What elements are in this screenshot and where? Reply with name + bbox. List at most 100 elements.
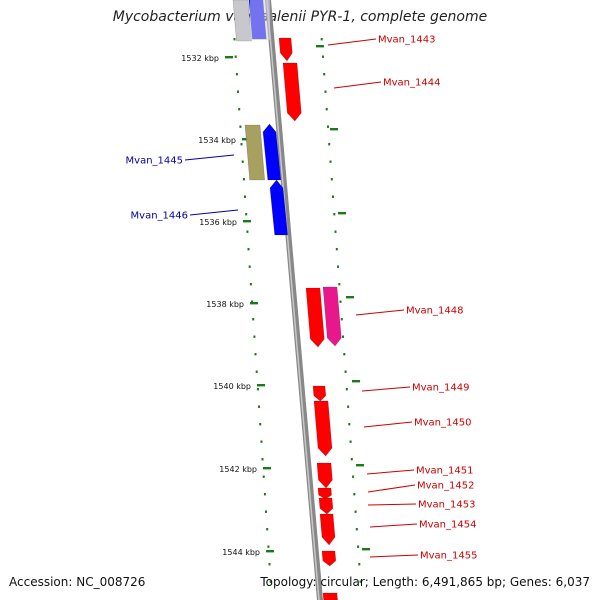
outer-tick-rail <box>330 178 333 181</box>
gene-label[interactable]: Mvan_1444 <box>383 78 440 89</box>
gene-arrow-partial-bottom[interactable] <box>322 592 338 600</box>
gene-label[interactable]: Mvan_1448 <box>406 306 463 317</box>
kbp-tick <box>266 550 274 553</box>
outer-tick-rail <box>333 213 336 216</box>
gene-label[interactable]: Mvan_1451 <box>416 466 473 477</box>
gene-label[interactable]: Mvan_1453 <box>418 500 475 511</box>
inner-tick-rail <box>262 475 265 478</box>
outer-tick-rail <box>329 160 332 163</box>
inner-tick-rail <box>245 213 248 216</box>
gene-arrow-mvan-1450[interactable] <box>313 400 333 457</box>
outer-tick-rail <box>338 283 341 286</box>
outer-tick-rail <box>327 125 329 128</box>
kbp-tick-label: 1540 kbp <box>213 382 251 391</box>
gene-arrow-mvan-1445[interactable] <box>262 123 282 181</box>
map-title: Mycobacterium vanbaalenii PYR-1, complet… <box>112 9 488 25</box>
inner-tick-rail <box>261 458 264 461</box>
gene-label[interactable]: Mvan_1449 <box>412 383 469 394</box>
gene-arrow-mvan-1453[interactable] <box>318 497 334 515</box>
gene-arrow-mvan-1451[interactable] <box>316 462 333 489</box>
outer-tick-rail <box>320 38 323 41</box>
inner-tick-rail <box>247 248 250 251</box>
selection-overlay <box>250 0 270 40</box>
outer-tick-rail <box>334 230 337 233</box>
outer-tick-rail <box>348 423 351 426</box>
outer-tick <box>346 296 354 299</box>
inner-tick-rail <box>265 510 267 513</box>
gene-label[interactable]: Mvan_1446 <box>131 211 188 222</box>
outer-tick-rail <box>332 195 334 198</box>
gene-leader-line <box>369 523 418 528</box>
kbp-tick <box>263 467 271 470</box>
outer-tick-rail <box>359 580 362 583</box>
gene-arrow-mvan-1443[interactable] <box>278 37 293 62</box>
outer-tick-rail <box>335 248 338 251</box>
gene-leader-line <box>189 209 239 216</box>
inner-tick-rail <box>254 353 257 356</box>
inner-tick-rail <box>268 563 271 566</box>
outer-tick <box>330 128 338 131</box>
inner-tick-rail <box>235 73 238 76</box>
outer-tick-rail <box>357 545 360 548</box>
outer-tick-rail <box>342 335 344 338</box>
outer-tick-rail <box>328 143 331 146</box>
inner-tick-rail <box>251 300 253 303</box>
outer-tick <box>356 464 364 467</box>
outer-tick-rail <box>350 458 353 461</box>
backbone-highlight <box>266 0 320 600</box>
outer-tick-rail <box>340 318 343 321</box>
partial-gene-block[interactable] <box>232 0 252 42</box>
inner-tick-rail <box>237 90 239 93</box>
outer-tick-rail <box>323 73 326 76</box>
inner-tick-rail <box>255 370 258 373</box>
inner-tick-rail <box>242 178 245 181</box>
gene-label[interactable]: Mvan_1443 <box>378 35 435 46</box>
inner-tick-rail <box>256 388 259 391</box>
outer-tick-rail <box>339 300 342 303</box>
outer-tick-rail <box>353 493 356 496</box>
gene-arrow-mvan-1452[interactable] <box>317 487 332 500</box>
inner-tick-rail <box>269 580 272 583</box>
kbp-tick-label: 1544 kbp <box>222 548 260 557</box>
kbp-tick <box>250 302 258 305</box>
kbp-tick-label: 1534 kbp <box>198 136 236 145</box>
outer-tick-rail <box>352 475 355 478</box>
inner-tick-rail <box>240 143 243 146</box>
gene-arrow-mvan-1449[interactable] <box>312 385 327 402</box>
gene-arrow-mvan-1448[interactable] <box>322 286 342 347</box>
outer-tick <box>316 45 324 48</box>
pseudo-gene-block[interactable] <box>244 124 266 181</box>
inner-tick-rail <box>267 545 270 548</box>
kbp-tick-label: 1532 kbp <box>181 54 219 63</box>
inner-tick-rail <box>241 160 244 163</box>
outer-tick-rail <box>322 55 324 58</box>
gene-arrow-mvan-1455[interactable] <box>321 550 337 567</box>
gene-arrow-mvan-1446[interactable] <box>269 179 289 236</box>
outer-tick <box>362 548 370 551</box>
inner-tick-rail <box>253 335 256 338</box>
inner-tick-rail <box>252 318 255 321</box>
inner-tick-rail <box>260 440 263 443</box>
kbp-tick <box>243 220 251 223</box>
inner-tick-rail <box>246 230 249 233</box>
outer-tick-rail <box>354 510 357 513</box>
gene-leader-line <box>366 469 415 475</box>
gene-label[interactable]: Mvan_1455 <box>420 551 477 562</box>
gene-arrow-mvan-1448-a[interactable] <box>305 287 325 348</box>
gene-leader-line <box>333 81 382 89</box>
gene-label[interactable]: Mvan_1454 <box>419 520 476 531</box>
gene-leader-line <box>363 421 413 428</box>
gene-arrow-mvan-1454[interactable] <box>319 513 336 546</box>
outer-tick-rail <box>355 528 358 531</box>
gene-label[interactable]: Mvan_1450 <box>414 418 471 429</box>
outer-tick-rail <box>358 563 361 566</box>
kbp-tick-label: 1536 kbp <box>199 218 237 227</box>
gene-label[interactable]: Mvan_1452 <box>417 481 474 492</box>
inner-tick-rail <box>263 493 266 496</box>
gene-label[interactable]: Mvan_1445 <box>126 156 183 167</box>
outer-tick <box>338 212 346 215</box>
inner-tick-rail <box>239 125 242 128</box>
kbp-tick <box>242 138 250 141</box>
gene-arrow-mvan-1444[interactable] <box>282 62 302 122</box>
